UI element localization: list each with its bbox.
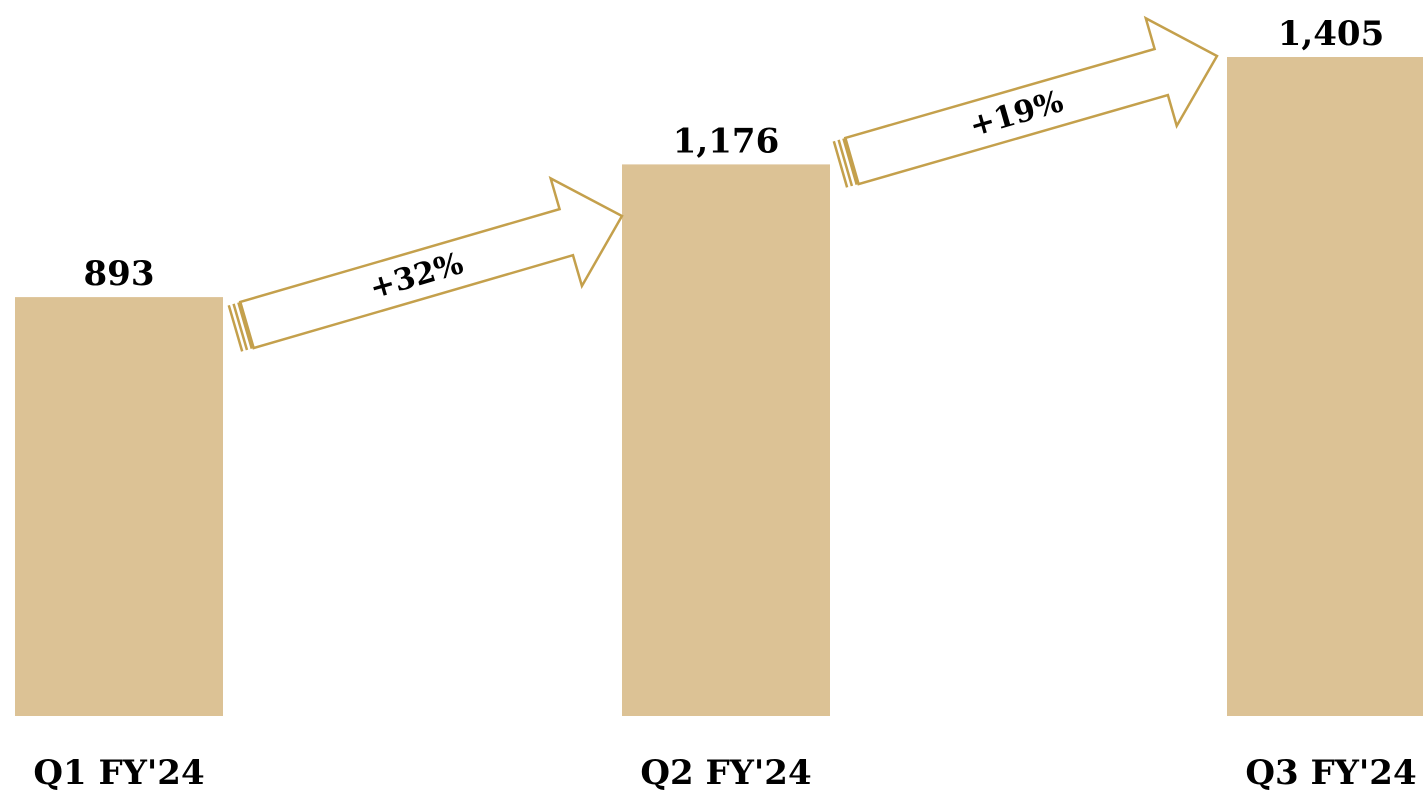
growth-arrow-tail-stripe bbox=[237, 302, 253, 349]
bar-3 bbox=[1227, 57, 1423, 716]
growth-arrows-layer: +32% +19% bbox=[227, 15, 1219, 352]
growth-arrow-tail-stripe bbox=[837, 139, 854, 187]
labels-layer: 893 Q1 FY'24 1,176 Q2 FY'24 1,405 Q3 FY'24 bbox=[33, 14, 1416, 793]
growth-arrow-tail-stripe bbox=[232, 303, 249, 351]
growth-arrow-2: +19% bbox=[832, 15, 1219, 188]
category-label-2: Q2 FY'24 bbox=[640, 753, 811, 793]
category-label-3: Q3 FY'24 bbox=[1245, 753, 1416, 793]
bar-1 bbox=[15, 297, 223, 716]
value-label-3: 1,405 bbox=[1278, 14, 1384, 54]
value-label-2: 1,176 bbox=[673, 121, 779, 161]
growth-arrow-tail-stripe bbox=[832, 140, 849, 188]
growth-arrow-body-2 bbox=[843, 15, 1219, 186]
bars-layer bbox=[15, 57, 1423, 716]
growth-arrow-body-1 bbox=[238, 175, 624, 350]
value-label-1: 893 bbox=[84, 254, 155, 294]
bar-2 bbox=[622, 164, 830, 716]
growth-arrow-tail-stripe bbox=[227, 304, 244, 352]
growth-arrow-tail-stripe bbox=[842, 138, 858, 185]
category-label-1: Q1 FY'24 bbox=[33, 753, 204, 793]
growth-arrow-1: +32% bbox=[227, 175, 624, 352]
